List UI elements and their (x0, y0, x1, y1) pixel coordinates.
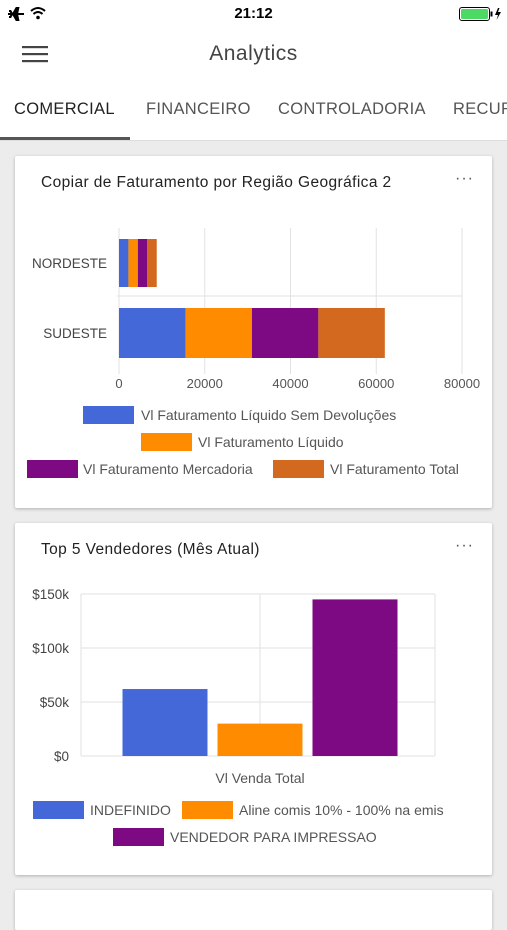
legend-swatch (141, 433, 192, 451)
legend-label: Vl Faturamento Líquido Sem Devoluções (141, 407, 396, 423)
legend-swatch (27, 460, 78, 478)
tab-financeiro[interactable]: FINANCEIRO (146, 100, 251, 118)
airplane-icon (8, 7, 24, 21)
top-sellers-chart: $0 $50k $100k $150k Vl Venda Total INDEFINIDO… (32, 587, 444, 846)
y-tick-label: $150k (32, 587, 69, 602)
page-title: Analytics (209, 42, 298, 65)
status-time: 21:12 (234, 5, 273, 22)
tab-controladoria[interactable]: CONTROLADORIA (278, 100, 426, 118)
legend-swatch (273, 460, 324, 478)
x-tick-label: 80000 (444, 376, 480, 391)
x-tick-label: 40000 (272, 376, 308, 391)
y-tick-label: $50k (40, 695, 70, 710)
active-tab-indicator (0, 137, 130, 140)
y-tick-label: $0 (54, 749, 69, 764)
ellipsis-icon[interactable]: ··· (455, 170, 474, 187)
app-header: Analytics (0, 28, 507, 80)
legend-label: Vl Faturamento Mercadoria (83, 461, 253, 477)
bar-segment (251, 308, 319, 358)
status-bar: 21:12 (0, 0, 507, 28)
bar-segment (119, 308, 186, 358)
hamburger-menu-icon[interactable] (22, 44, 50, 64)
wifi-icon (30, 7, 46, 20)
card-title: Copiar de Faturamento por Região Geográf… (41, 174, 392, 191)
bar-segment (318, 308, 385, 358)
top-sellers-card: Top 5 Vendedores (Mês Atual) ··· $0 $50k $… (15, 523, 492, 875)
bar-segment (185, 308, 252, 358)
ellipsis-icon[interactable]: ··· (455, 537, 474, 554)
tab-comercial[interactable]: COMERCIAL (14, 100, 115, 118)
legend-swatch (182, 801, 233, 819)
y-tick-label: $100k (32, 641, 69, 656)
next-card (15, 890, 492, 930)
bar-segment (119, 239, 129, 287)
y-tick-label: SUDESTE (43, 326, 107, 341)
x-tick-label: Vl Venda Total (215, 770, 304, 786)
bar (122, 689, 208, 756)
card-title: Top 5 Vendedores (Mês Atual) (41, 541, 260, 558)
bar (217, 723, 303, 756)
legend-label: Vl Faturamento Líquido (198, 434, 344, 450)
x-tick-label: 20000 (187, 376, 223, 391)
legend-swatch (33, 801, 84, 819)
tab-recursos[interactable]: RECUR (453, 100, 507, 118)
x-tick-label: 0 (115, 376, 122, 391)
legend-label: VENDEDOR PARA IMPRESSAO (170, 829, 377, 845)
bar (312, 599, 398, 756)
bar-segment (147, 239, 157, 287)
legend-label: Vl Faturamento Total (330, 461, 459, 477)
region-revenue-card: Copiar de Faturamento por Região Geográf… (15, 156, 492, 508)
x-tick-label: 60000 (358, 376, 394, 391)
battery-icon (459, 7, 501, 21)
tab-bar: COMERCIAL FINANCEIRO CONTROLADORIA RECUR (0, 80, 507, 141)
y-tick-label: NORDESTE (32, 256, 107, 271)
bar-segment (137, 239, 148, 287)
bar-segment (128, 239, 138, 287)
legend-label: INDEFINIDO (90, 802, 171, 818)
region-revenue-chart: 0 20000 40000 60000 80000 NORDESTE SUDESTE Vl F… (27, 228, 480, 478)
legend-swatch (83, 406, 134, 424)
legend-swatch (113, 828, 164, 846)
legend-label: Aline comis 10% - 100% na emis (239, 802, 444, 818)
